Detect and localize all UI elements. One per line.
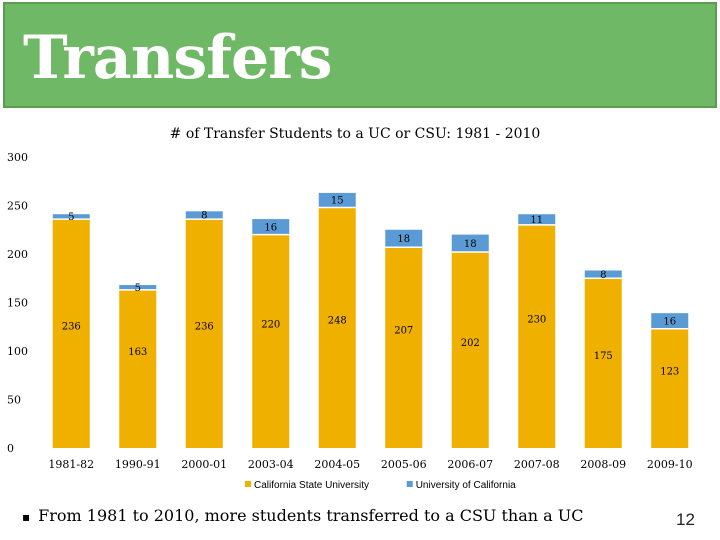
bullet-text: From 1981 to 2010, more students transfe… xyxy=(38,506,584,525)
x-tick-label: 2005-06 xyxy=(381,458,427,471)
y-tick-label: 100 xyxy=(7,345,28,358)
stacked-bar-chart: # of Transfer Students to a UC or CSU: 1… xyxy=(7,126,693,491)
x-tick-label: 1981-82 xyxy=(48,458,94,471)
bar-uc xyxy=(518,214,556,225)
uc-value-label: 5 xyxy=(135,283,141,294)
bar-uc xyxy=(385,229,423,248)
csu-value-label: 220 xyxy=(261,319,280,330)
uc-value-label: 18 xyxy=(464,239,477,250)
bar-uc xyxy=(252,219,290,235)
csu-value-label: 175 xyxy=(594,351,613,362)
title-bar: Transfers xyxy=(3,2,717,108)
legend-label: California State University xyxy=(254,480,369,491)
bar-csu xyxy=(651,328,689,448)
page-number: 12 xyxy=(676,510,695,529)
uc-value-label: 5 xyxy=(68,212,74,223)
csu-value-label: 202 xyxy=(461,338,480,349)
x-tick-label: 2008-09 xyxy=(580,458,626,471)
y-tick-label: 300 xyxy=(7,151,28,164)
bar-csu xyxy=(252,234,290,448)
bar-csu xyxy=(119,289,157,448)
uc-value-label: 8 xyxy=(600,270,606,281)
slide-title: Transfers xyxy=(23,23,333,93)
uc-value-label: 18 xyxy=(397,234,410,245)
uc-value-label: 11 xyxy=(530,215,543,226)
bullet-point: ▪ From 1981 to 2010, more students transf… xyxy=(22,506,584,525)
bullet-icon: ▪ xyxy=(22,510,31,524)
bar-uc xyxy=(52,214,90,220)
legend-swatch xyxy=(245,481,251,487)
x-tick-label: 2004-05 xyxy=(314,458,360,471)
bar-uc xyxy=(185,211,223,220)
x-tick-label: 1990-91 xyxy=(115,458,161,471)
bar-csu xyxy=(385,247,423,448)
y-tick-label: 50 xyxy=(7,394,21,407)
y-tick-label: 250 xyxy=(7,200,28,213)
y-tick-label: 200 xyxy=(7,248,28,261)
x-tick-label: 2003-04 xyxy=(248,458,294,471)
uc-value-label: 16 xyxy=(663,316,676,327)
csu-value-label: 207 xyxy=(394,326,413,337)
bar-uc xyxy=(119,285,157,290)
bar-uc xyxy=(651,313,689,329)
legend-swatch xyxy=(406,481,413,487)
x-tick-label: 2006-07 xyxy=(447,458,493,471)
chart-title: # of Transfer Students to a UC or CSU: 1… xyxy=(170,126,541,142)
bar-csu xyxy=(451,252,489,448)
uc-value-label: 8 xyxy=(201,211,207,222)
legend-label: University of California xyxy=(416,480,516,491)
bar-csu xyxy=(52,219,90,448)
y-tick-label: 0 xyxy=(7,442,14,455)
bar-csu xyxy=(518,224,556,448)
csu-value-label: 123 xyxy=(660,366,679,377)
csu-value-label: 236 xyxy=(62,322,81,333)
bar-csu xyxy=(318,207,356,448)
x-tick-label: 2007-08 xyxy=(514,458,560,471)
bar-uc xyxy=(584,270,622,279)
csu-value-label: 163 xyxy=(128,347,147,358)
csu-value-label: 230 xyxy=(527,314,546,325)
bar-csu xyxy=(584,278,622,448)
x-tick-label: 2009-10 xyxy=(647,458,693,471)
uc-value-label: 15 xyxy=(331,196,344,207)
bar-csu xyxy=(185,219,223,448)
y-tick-label: 150 xyxy=(7,297,28,310)
csu-value-label: 248 xyxy=(328,316,347,327)
bar-uc xyxy=(451,234,489,253)
csu-value-label: 236 xyxy=(195,322,214,333)
x-tick-label: 2000-01 xyxy=(181,458,227,471)
bar-uc xyxy=(318,192,356,208)
uc-value-label: 16 xyxy=(264,222,277,233)
